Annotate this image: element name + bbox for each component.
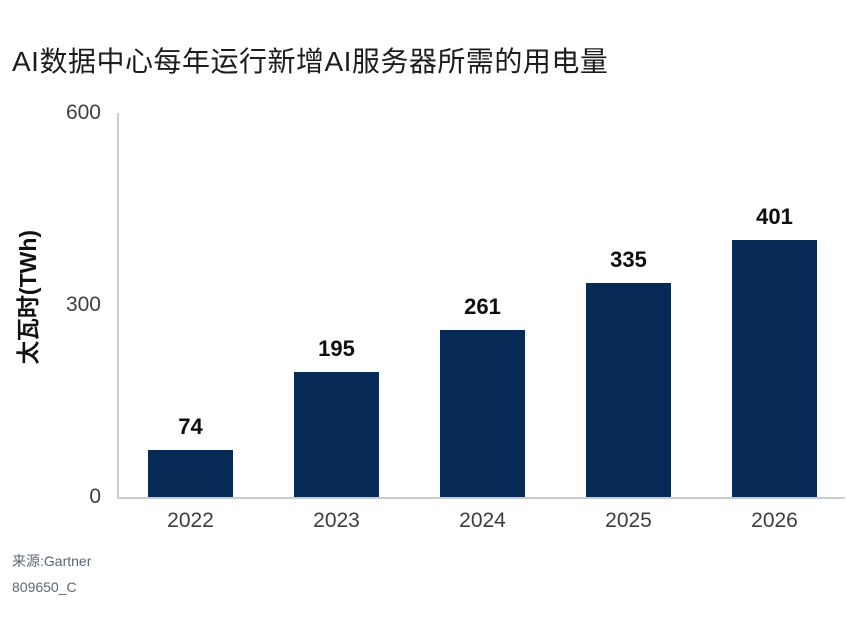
- x-axis-category-label: 2023: [313, 509, 360, 532]
- bar-2024: [440, 329, 525, 497]
- bar-value-label: 401: [756, 204, 793, 230]
- y-axis-tick-label: 600: [65, 101, 101, 124]
- bar-value-label: 195: [318, 336, 355, 362]
- bar-value-label: 335: [610, 246, 647, 272]
- chart-title: AI数据中心每年运行新增AI服务器所需的用电量: [12, 46, 609, 77]
- bar-2026: [732, 240, 817, 497]
- figure-id: 809650_C: [12, 579, 77, 595]
- y-axis-tick-label: 0: [89, 485, 101, 508]
- source-note: 来源:Gartner 809650_C: [12, 548, 91, 600]
- bar-2023: [294, 372, 379, 497]
- x-axis-category-label: 2022: [167, 509, 214, 532]
- x-axis-category-label: 2025: [605, 509, 652, 532]
- plot-area: 0 300 600 74 2022 195 2023 261 2024 335 2025 401 202…: [66, 101, 845, 532]
- bar-2022: [148, 449, 233, 497]
- y-axis-tick-label: 300: [65, 293, 101, 316]
- bar-2025: [586, 282, 671, 497]
- x-axis-category-label: 2026: [751, 509, 798, 532]
- y-axis-title: 太瓦时(TWh): [15, 229, 41, 365]
- bar-value-label: 74: [178, 413, 203, 439]
- source-line: 来源:Gartner: [12, 553, 92, 569]
- x-axis-category-label: 2024: [459, 509, 506, 532]
- bar-value-label: 261: [464, 293, 501, 319]
